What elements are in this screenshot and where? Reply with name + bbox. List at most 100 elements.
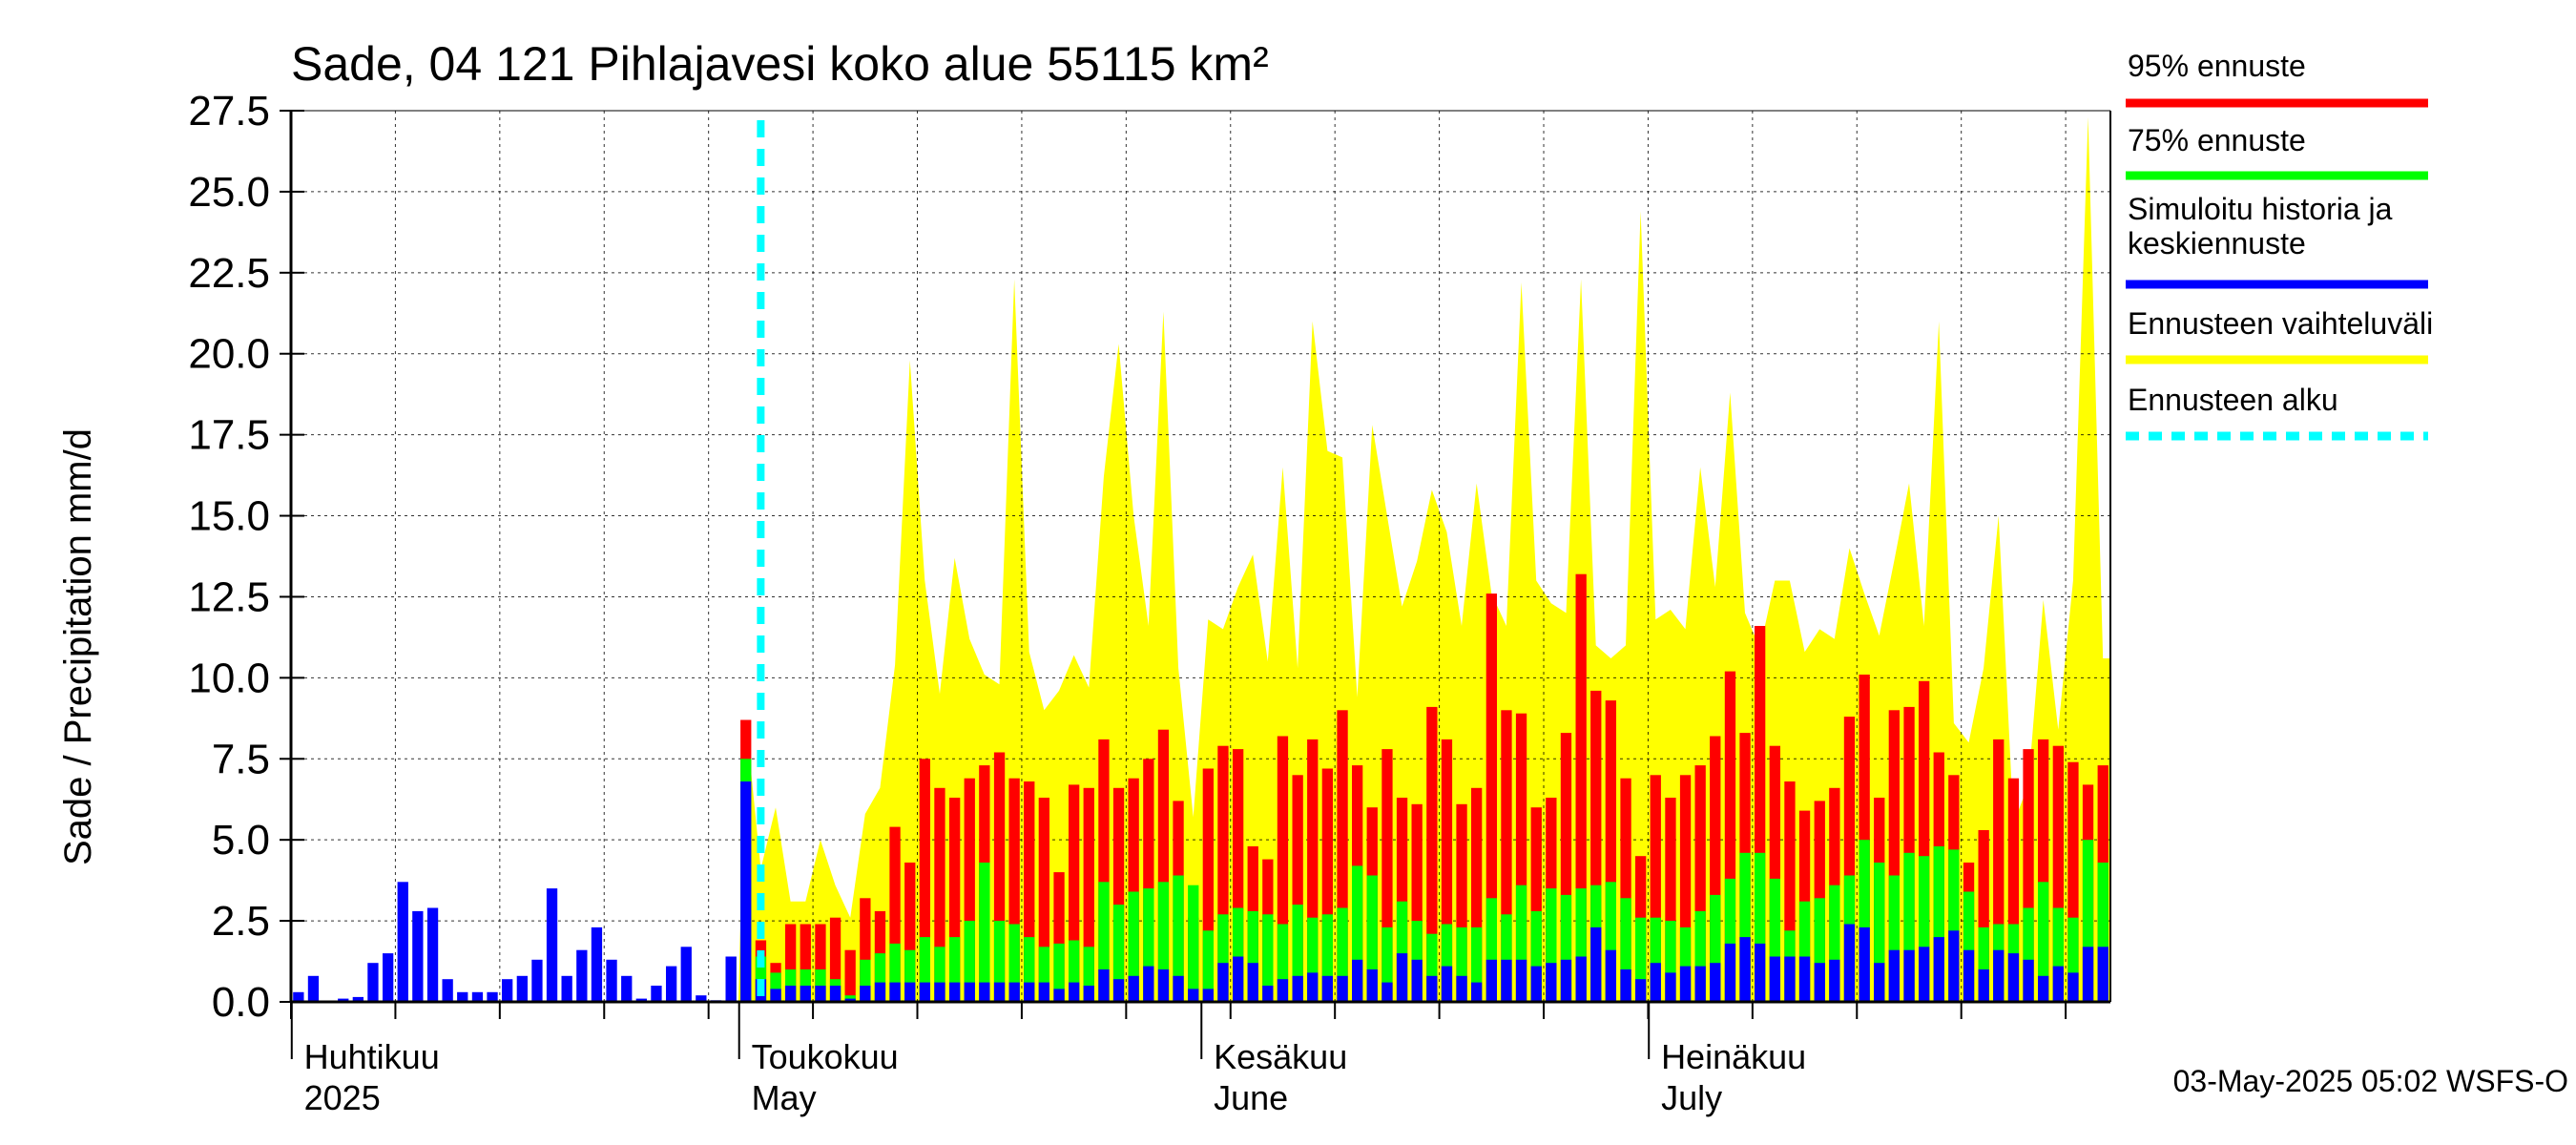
bar-mean <box>338 998 349 1002</box>
bar-mean <box>1292 975 1303 1002</box>
bar-mean <box>1456 975 1467 1002</box>
bar-mean <box>1829 959 1840 1002</box>
bar-95pct <box>1381 749 1393 1002</box>
bar-75pct <box>1978 926 1989 1002</box>
bar-75pct <box>1426 933 1438 1002</box>
bar-95pct <box>1337 710 1348 1002</box>
bar-mean <box>1739 937 1751 1002</box>
bar-mean <box>1247 963 1258 1002</box>
bar-95pct <box>934 787 945 1002</box>
bar-75pct <box>1069 940 1080 1002</box>
y-tick-label: 15.0 <box>188 493 270 540</box>
forecast-range-area <box>737 116 2110 1003</box>
x-month-label-en: May <box>752 1078 817 1117</box>
bar-95pct <box>785 924 797 1002</box>
bar-95pct <box>1277 736 1289 1002</box>
bar-mean <box>860 986 871 1002</box>
y-tick-label: 2.5 <box>212 898 270 945</box>
bar-mean <box>934 982 945 1002</box>
bar-95pct <box>1471 787 1483 1002</box>
bar-75pct <box>1679 926 1692 1002</box>
bar-mean <box>1843 924 1856 1002</box>
bar-mean <box>397 882 408 1002</box>
bar-mean <box>1233 956 1244 1002</box>
bar-75pct <box>1008 924 1020 1002</box>
x-month-label-en: July <box>1661 1078 1722 1117</box>
bar-95pct <box>1128 778 1139 1002</box>
bar-mean <box>546 888 558 1002</box>
bar-75pct <box>2097 863 2109 1002</box>
bar-mean <box>696 995 707 1002</box>
bar-95pct <box>1650 775 1661 1002</box>
bar-mean <box>964 982 975 1002</box>
bar-75pct <box>904 949 916 1002</box>
bar-mean <box>1352 959 1363 1002</box>
bar-95pct <box>815 924 826 1002</box>
bar-95pct <box>1069 784 1080 1002</box>
bar-95pct <box>1605 700 1616 1002</box>
x-month-label-fi: Heinäkuu <box>1661 1037 1806 1076</box>
bar-mean <box>293 991 304 1002</box>
bar-75pct <box>1024 937 1035 1002</box>
bar-95pct <box>2052 745 2064 1002</box>
bar-mean <box>785 986 797 1002</box>
y-tick-label: 25.0 <box>188 169 270 216</box>
bar-mean <box>949 982 961 1002</box>
bar-95pct <box>1485 593 1497 1002</box>
bar-mean <box>680 947 692 1002</box>
y-tick-label: 0.0 <box>212 979 270 1026</box>
bar-75pct <box>949 937 961 1002</box>
bar-95pct <box>1620 778 1631 1002</box>
bar-mean <box>1277 979 1289 1002</box>
bar-mean <box>889 982 901 1002</box>
bar-mean <box>1978 969 1989 1002</box>
bar-75pct <box>1471 926 1483 1002</box>
bar-75pct <box>1814 898 1825 1002</box>
bar-mean <box>635 998 647 1002</box>
bar-mean <box>1426 975 1438 1002</box>
bar-mean <box>1948 930 1960 1002</box>
bar-75pct <box>1396 901 1408 1002</box>
bar-mean <box>2067 972 2079 1002</box>
bar-mean <box>1665 972 1676 1002</box>
forecast-range-polygon <box>737 116 2110 1003</box>
bar-95pct <box>800 924 811 1002</box>
legend-label: Ennusteen alku <box>2128 383 2338 417</box>
bar-mean <box>666 966 677 1002</box>
legend: 95% ennuste 75% ennuste Simuloitu historia… <box>2126 49 2433 441</box>
x-month-label-en: 2025 <box>304 1078 381 1117</box>
bar-95pct <box>1083 787 1094 1002</box>
bar-mean <box>1814 963 1825 1002</box>
x-month-label-en: June <box>1214 1078 1288 1117</box>
bar-95pct <box>1157 729 1170 1002</box>
bar-75pct <box>1292 905 1303 1002</box>
bar-95pct <box>1217 745 1229 1002</box>
bar-95pct <box>1112 787 1125 1002</box>
bar-mean <box>1650 963 1661 1002</box>
bar-75pct <box>1277 924 1289 1002</box>
y-tick-label: 10.0 <box>188 655 270 701</box>
bar-mean <box>1024 982 1035 1002</box>
bar-95pct <box>1530 807 1542 1002</box>
bar-95pct <box>1665 798 1676 1002</box>
bar-75pct <box>2082 840 2094 1002</box>
bar-mean <box>829 986 841 1002</box>
bar-75pct <box>2067 917 2079 1002</box>
bar-mean <box>383 953 394 1002</box>
bar-75pct <box>1798 901 1811 1002</box>
bar-95pct <box>2023 749 2034 1002</box>
bar-mean <box>1546 963 1557 1002</box>
bar-mean <box>1859 926 1870 1002</box>
bar-75pct <box>1694 910 1706 1002</box>
bar-95pct <box>1859 675 1870 1002</box>
bar-75pct <box>1381 926 1393 1002</box>
bar-95pct <box>889 826 901 1002</box>
bar-95pct <box>1456 803 1467 1002</box>
bar-75pct <box>1173 875 1184 1002</box>
bar-75pct <box>1188 885 1199 1002</box>
bar-75pct <box>2038 882 2049 1002</box>
bar-95pct <box>1024 781 1035 1002</box>
bar-75pct <box>1098 882 1110 1002</box>
bar-95pct <box>1008 778 1020 1002</box>
bar-mean <box>651 986 662 1002</box>
